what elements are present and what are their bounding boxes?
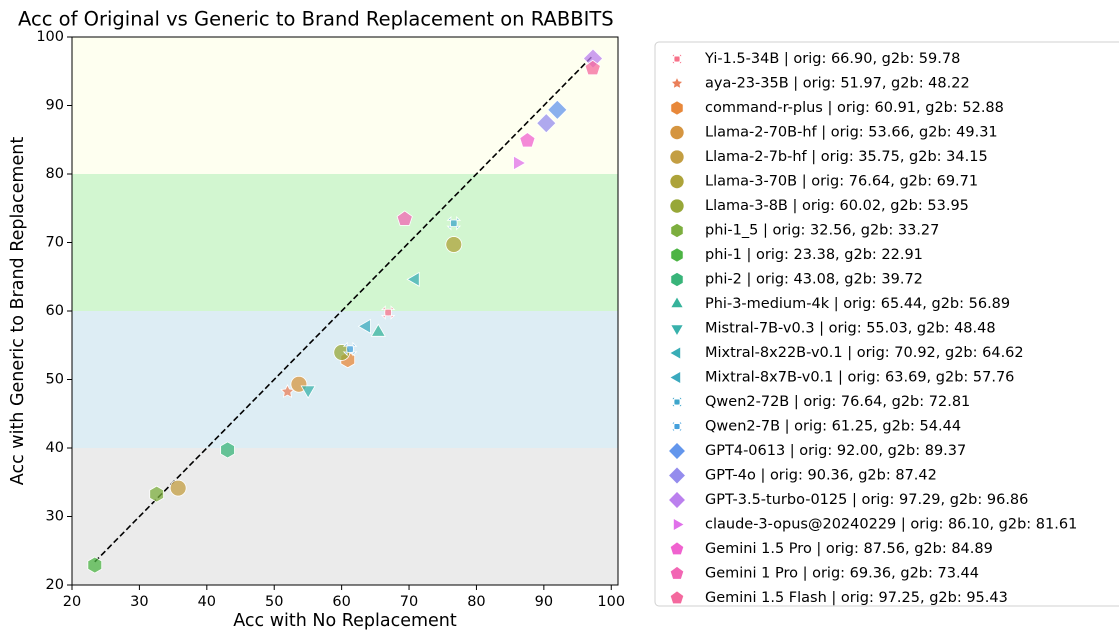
band [72, 311, 618, 448]
x-tick-label: 100 [597, 594, 625, 610]
point [380, 305, 396, 320]
legend-label: Llama-2-7b-hf | orig: 35.75, g2b: 34.15 [705, 149, 988, 165]
band [72, 37, 618, 174]
legend-marker [670, 223, 684, 238]
legend-label: phi-1_5 | orig: 32.56, g2b: 33.27 [705, 223, 939, 239]
point [87, 556, 103, 574]
legend-box [654, 41, 1119, 607]
band [72, 174, 618, 311]
point [406, 271, 420, 287]
y-tick-label: 80 [46, 166, 64, 182]
x-tick-label: 20 [63, 594, 81, 610]
point [446, 215, 462, 231]
point [445, 236, 463, 253]
y-tick-label: 60 [46, 303, 64, 319]
legend-label: Gemini 1.5 Pro | orig: 87.56, g2b: 84.89 [705, 541, 993, 557]
legend-marker [668, 491, 686, 509]
x-tick-label: 80 [467, 594, 485, 610]
diagonal [94, 55, 594, 563]
y-tick-label: 30 [46, 509, 64, 525]
y-tick-label: 50 [46, 372, 64, 388]
legend-marker [670, 247, 684, 263]
point [342, 341, 358, 357]
band [72, 448, 618, 585]
legend-marker [669, 149, 685, 165]
point [300, 385, 316, 399]
point [536, 113, 557, 134]
legend-label: Qwen2-72B | orig: 76.64, g2b: 72.81 [705, 394, 970, 410]
legend-label: Phi-3-medium-4k | orig: 65.44, g2b: 56.8… [705, 296, 1010, 312]
legend-label: Gemini 1 Pro | orig: 69.36, g2b: 73.44 [705, 566, 979, 582]
legend-marker [669, 590, 685, 604]
legend-marker [669, 541, 685, 555]
point [519, 132, 536, 148]
legend-marker [670, 296, 684, 308]
x-tick-label: 40 [198, 594, 216, 610]
y-axis-label: Acc with Generic to Brand Replacement [8, 137, 28, 486]
legend-marker [669, 174, 685, 189]
point [396, 210, 413, 226]
x-tick-label: 60 [332, 594, 350, 610]
legend-marker [669, 125, 685, 140]
plot-frame [71, 36, 619, 586]
legend-label: Mixtral-8x7B-v0.1 | orig: 63.69, g2b: 57… [705, 370, 1014, 386]
legend-label: Qwen2-7B | orig: 61.25, g2b: 54.44 [705, 419, 961, 435]
legend-label: Llama-2-70B-hf | orig: 53.66, g2b: 49.31 [705, 125, 998, 141]
x-tick-label: 90 [535, 594, 553, 610]
legend-marker [669, 198, 685, 214]
legend-label: GPT-3.5-turbo-0125 | orig: 97.29, g2b: 9… [705, 492, 1028, 508]
legend-marker [670, 100, 684, 116]
point [547, 99, 568, 120]
point [513, 155, 527, 171]
x-tick-label: 50 [265, 594, 283, 610]
legend-label: Mixtral-8x22B-v0.1 | orig: 70.92, g2b: 6… [705, 345, 1024, 361]
chart-title: Acc of Original vs Generic to Brand Repl… [18, 8, 614, 31]
y-tick-label: 100 [36, 29, 64, 45]
y-tick-label: 20 [46, 577, 64, 593]
legend: Yi-1.5-34B | orig: 66.90, g2b: 59.78 aya-… [654, 41, 1119, 607]
legend-label: Llama-3-70B | orig: 76.64, g2b: 69.71 [705, 174, 978, 190]
y-tick-label: 40 [46, 440, 64, 456]
legend-marker [670, 420, 684, 433]
y-tick-label: 70 [46, 235, 64, 251]
legend-label: Mistral-7B-v0.3 | orig: 55.03, g2b: 48.4… [705, 321, 996, 337]
legend-label: claude-3-opus@20240229 | orig: 86.10, g2… [705, 517, 1077, 533]
legend-marker [668, 442, 686, 460]
point [370, 323, 386, 337]
legend-label: GPT-4o | orig: 90.36, g2b: 87.42 [705, 468, 937, 484]
legend-label: command-r-plus | orig: 60.91, g2b: 52.88 [705, 100, 1004, 116]
x-tick-label: 70 [400, 594, 418, 610]
legend-marker [670, 272, 684, 287]
point [357, 318, 371, 334]
legend-marker [670, 395, 684, 409]
point [584, 59, 601, 76]
legend-marker [670, 52, 684, 66]
point [220, 441, 235, 459]
legend-marker [669, 566, 685, 580]
legend-label: phi-1 | orig: 23.38, g2b: 22.91 [705, 247, 923, 263]
x-axis-label: Acc with No Replacement [233, 611, 457, 631]
legend-label: Yi-1.5-34B | orig: 66.90, g2b: 59.78 [704, 51, 960, 67]
point [169, 479, 187, 497]
y-tick-label: 90 [46, 98, 64, 114]
legend-label: GPT4-0613 | orig: 92.00, g2b: 89.37 [705, 443, 966, 459]
legend-label: Gemini 1.5 Flash | orig: 97.25, g2b: 95.… [705, 590, 1008, 606]
legend-label: phi-2 | orig: 43.08, g2b: 39.72 [705, 272, 923, 288]
legend-marker [668, 466, 686, 485]
x-tick-label: 30 [130, 594, 148, 610]
legend-marker [670, 324, 684, 337]
legend-marker [669, 346, 681, 360]
legend-marker [670, 76, 684, 89]
legend-marker [669, 370, 681, 385]
legend-label: Llama-3-8B | orig: 60.02, g2b: 53.95 [705, 198, 969, 214]
point [149, 485, 164, 503]
legend-marker [673, 517, 685, 532]
legend-label: aya-23-35B | orig: 51.97, g2b: 48.22 [705, 76, 970, 92]
